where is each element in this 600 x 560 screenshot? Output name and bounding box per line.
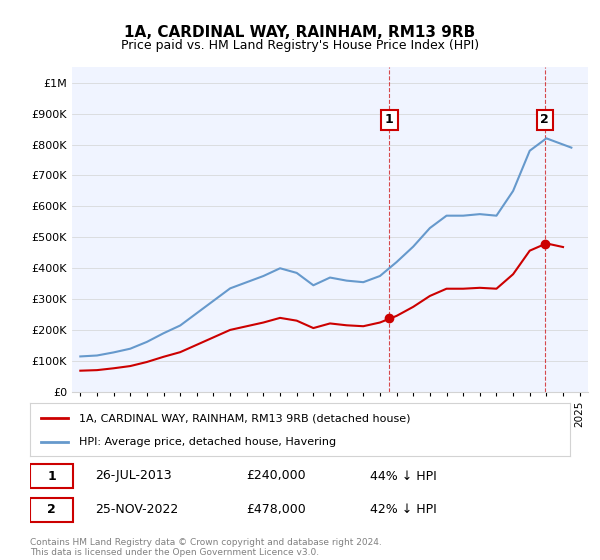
Text: 42% ↓ HPI: 42% ↓ HPI (370, 503, 437, 516)
Text: 25-NOV-2022: 25-NOV-2022 (95, 503, 178, 516)
Text: £240,000: £240,000 (246, 469, 305, 483)
Text: Contains HM Land Registry data © Crown copyright and database right 2024.
This d: Contains HM Land Registry data © Crown c… (30, 538, 382, 557)
FancyBboxPatch shape (30, 464, 73, 488)
Text: 2: 2 (47, 503, 56, 516)
Text: 1: 1 (47, 469, 56, 483)
Text: 2: 2 (541, 113, 549, 127)
Text: HPI: Average price, detached house, Havering: HPI: Average price, detached house, Have… (79, 436, 336, 446)
Text: 26-JUL-2013: 26-JUL-2013 (95, 469, 172, 483)
FancyBboxPatch shape (30, 498, 73, 521)
Text: 1A, CARDINAL WAY, RAINHAM, RM13 9RB: 1A, CARDINAL WAY, RAINHAM, RM13 9RB (124, 25, 476, 40)
Text: 1: 1 (385, 113, 394, 127)
Text: Price paid vs. HM Land Registry's House Price Index (HPI): Price paid vs. HM Land Registry's House … (121, 39, 479, 52)
Text: 44% ↓ HPI: 44% ↓ HPI (370, 469, 437, 483)
Text: £478,000: £478,000 (246, 503, 306, 516)
Text: 1A, CARDINAL WAY, RAINHAM, RM13 9RB (detached house): 1A, CARDINAL WAY, RAINHAM, RM13 9RB (det… (79, 413, 410, 423)
